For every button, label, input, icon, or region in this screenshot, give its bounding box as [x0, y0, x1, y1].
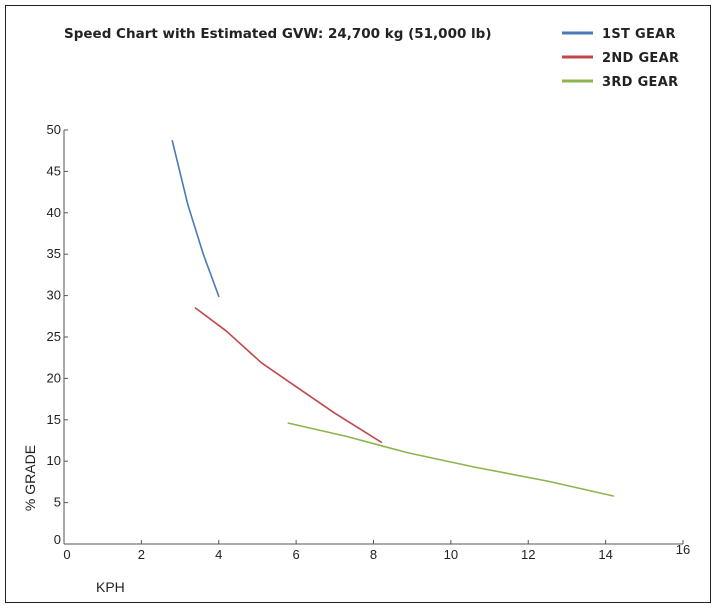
y-tick-label: 50	[47, 122, 61, 137]
legend-label: 1ST GEAR	[602, 27, 676, 42]
x-tick-label: 4	[215, 547, 222, 562]
x-tick-label: 0	[63, 547, 70, 562]
series-lines	[171, 140, 615, 497]
series-line-2nd-gear	[194, 307, 383, 444]
y-tick-label: 10	[47, 453, 61, 468]
chart-frame: Speed Chart with Estimated GVW: 24,700 k…	[5, 5, 711, 603]
x-tick-label: 6	[293, 547, 300, 562]
x-tick-label: 16	[676, 542, 690, 557]
x-axis-ticks: 0 2 4 6 8 10 12 14 16	[63, 540, 690, 562]
speed-chart: Speed Chart with Estimated GVW: 24,700 k…	[22, 26, 690, 595]
legend-label: 3RD GEAR	[602, 75, 678, 90]
x-tick-label: 10	[444, 547, 458, 562]
y-tick-label: 45	[47, 163, 61, 178]
x-tick-label: 2	[138, 547, 145, 562]
series-line-1st-gear	[171, 140, 220, 298]
y-tick-label: 15	[47, 412, 61, 427]
legend-label: 2ND GEAR	[602, 51, 679, 66]
series-line-3rd-gear	[287, 422, 615, 497]
y-tick-label: 35	[47, 246, 61, 261]
y-tick-label: 25	[47, 329, 61, 344]
axes	[63, 130, 683, 545]
y-tick-label: 40	[47, 205, 61, 220]
x-axis-label: KPH	[96, 579, 125, 595]
y-axis-ticks: 0 5 10 15 20 25 30 35 40 45 50	[47, 122, 68, 547]
legend: 1ST GEAR 2ND GEAR 3RD GEAR	[562, 27, 679, 90]
y-tick-label: 5	[54, 495, 61, 510]
chart-title: Speed Chart with Estimated GVW: 24,700 k…	[64, 26, 492, 42]
y-tick-label: 20	[47, 370, 61, 385]
y-tick-label: 0	[54, 532, 61, 547]
y-tick-label: 30	[47, 288, 61, 303]
x-tick-label: 8	[370, 547, 377, 562]
x-tick-label: 14	[598, 547, 612, 562]
x-tick-label: 12	[521, 547, 535, 562]
y-axis-label: % GRADE	[22, 445, 38, 511]
